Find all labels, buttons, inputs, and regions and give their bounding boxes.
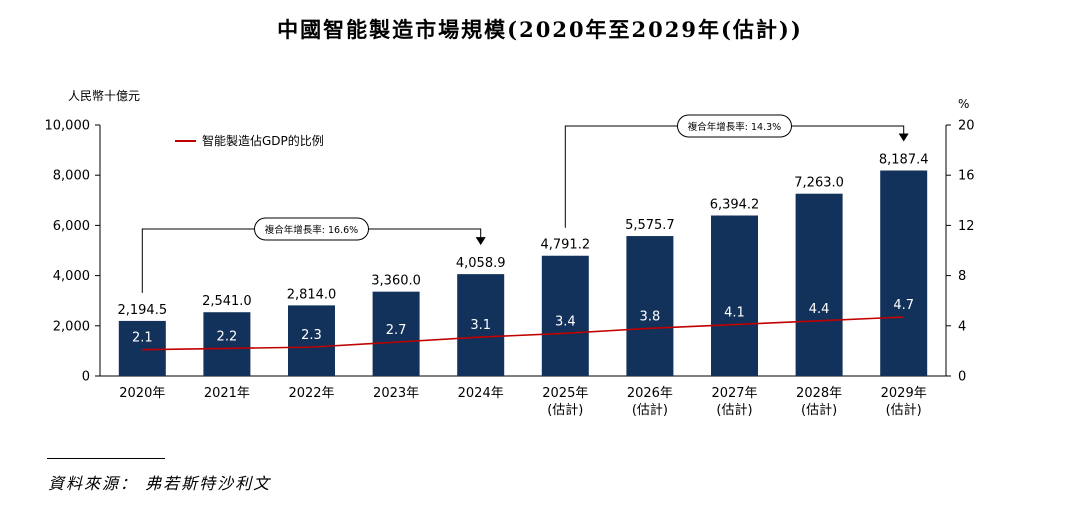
line-value-label: 2.1	[132, 331, 153, 346]
x-tick-label: 2023年	[373, 386, 419, 401]
cagr-arrowhead	[475, 237, 486, 246]
right-tick-label: 4	[958, 319, 966, 334]
source-note: 資料來源： 弗若斯特沙利文	[48, 474, 272, 493]
x-tick-note: (估計)	[632, 402, 668, 418]
right-tick-label: 12	[958, 219, 975, 234]
right-tick-label: 0	[958, 370, 966, 385]
cagr-label: 複合年增長率: 14.3%	[688, 121, 781, 133]
left-tick-label: 10,000	[45, 119, 91, 134]
bar-value-label: 2,194.5	[117, 303, 167, 318]
bar	[795, 193, 843, 376]
bar-value-label: 4,058.9	[456, 256, 506, 271]
left-tick-label: 0	[82, 370, 90, 385]
bar	[288, 305, 335, 376]
bar	[372, 291, 420, 376]
x-tick-label: 2025年	[542, 386, 588, 401]
x-tick-label: 2024年	[458, 386, 504, 401]
cagr-arrowhead	[898, 133, 909, 142]
left-axis-unit: 人民幣十億元	[68, 89, 140, 103]
bar-value-label: 7,263.0	[794, 176, 844, 191]
bar-value-label: 5,575.7	[625, 218, 675, 233]
x-tick-label: 2027年	[711, 386, 757, 401]
line-value-label: 4.4	[809, 302, 830, 317]
line-series-gdp-share	[142, 316, 904, 351]
bar-value-label: 4,791.2	[540, 238, 590, 253]
legend-label: 智能製造佔GDP的比例	[202, 133, 324, 148]
bar	[457, 274, 505, 376]
left-tick-label: 8,000	[53, 169, 90, 184]
bar	[711, 215, 758, 376]
cagr-label-pill	[254, 217, 369, 241]
bar-value-label: 2,541.0	[202, 294, 252, 309]
x-tick-note: (估計)	[716, 402, 752, 418]
x-tick-note: (估計)	[801, 402, 837, 418]
bar	[118, 320, 166, 376]
x-tick-note: (估計)	[886, 402, 922, 418]
bar	[880, 170, 928, 376]
left-tick-label: 2,000	[53, 319, 90, 334]
right-tick-label: 20	[958, 119, 975, 134]
x-tick-label: 2026年	[627, 386, 673, 401]
chart-title: 中國智能製造市場規模(2020年至2029年(估計))	[277, 17, 803, 42]
bar-value-label: 8,187.4	[879, 152, 929, 167]
line-value-label: 3.4	[555, 314, 576, 329]
line-value-label: 3.1	[470, 318, 491, 333]
right-tick-label: 8	[958, 269, 966, 284]
x-tick-label: 2028年	[796, 386, 842, 401]
line-value-label: 4.1	[724, 306, 745, 321]
bar-value-label: 6,394.2	[710, 198, 760, 213]
x-tick-label: 2020年	[119, 386, 165, 401]
source-divider	[47, 458, 165, 459]
bar	[203, 312, 251, 376]
x-tick-note: (估計)	[547, 402, 583, 418]
bar	[626, 236, 674, 376]
right-axis-unit: %	[958, 97, 969, 111]
line-value-label: 4.7	[893, 298, 914, 313]
x-tick-label: 2029年	[881, 386, 927, 401]
x-tick-label: 2022年	[288, 386, 334, 401]
line-value-label: 2.2	[217, 329, 238, 344]
line-value-label: 2.7	[386, 323, 407, 338]
cagr-label: 複合年增長率: 16.6%	[265, 224, 358, 236]
left-tick-label: 4,000	[53, 269, 90, 284]
line-value-label: 2.3	[301, 328, 322, 343]
bar-value-label: 2,814.0	[287, 287, 337, 302]
bar	[541, 255, 589, 376]
right-tick-label: 16	[958, 169, 975, 184]
cagr-label-pill	[677, 114, 792, 138]
x-tick-label: 2021年	[204, 386, 250, 401]
bar-value-label: 3,360.0	[371, 274, 421, 289]
line-value-label: 3.8	[640, 309, 661, 324]
left-tick-label: 6,000	[53, 219, 90, 234]
